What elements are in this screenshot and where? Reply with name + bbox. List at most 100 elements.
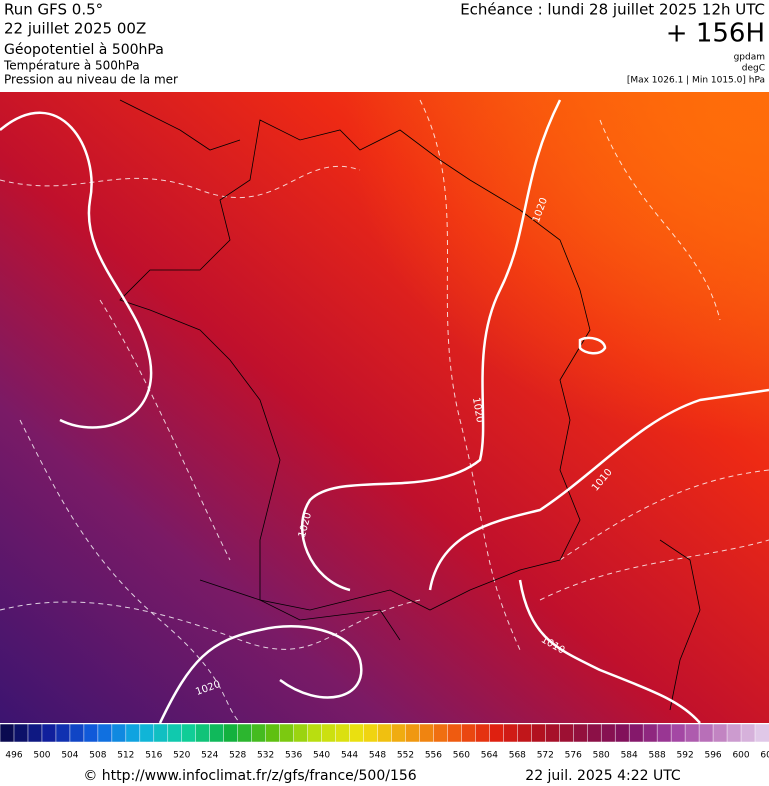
isotherms [0,99,769,723]
map [0,92,769,723]
colorbar-label: 572 [537,751,554,761]
colorbar-cell [55,723,71,743]
colorbar-cell [41,723,57,743]
coastline [119,99,241,151]
colorbar: 496 500 504 508 512 516 520 524 528 532 536 540 544 5… [0,723,769,761]
colorbar-cell [545,723,561,743]
colorbar-cell [27,723,43,743]
colorbar-label: 604 [760,751,769,761]
unit-temp: degC [742,64,765,74]
colorbar-label: 580 [593,751,610,761]
colorbar-cell [223,723,239,743]
colorbar-cell [69,723,85,743]
coastline [119,119,591,611]
isobar [518,579,701,723]
colorbar-cell [363,723,379,743]
generated-time: 22 juil. 2025 4:22 UTC [525,768,681,784]
colorbar-cell [153,723,169,743]
colorbar-cell [321,723,337,743]
colorbar-label: 592 [677,751,694,761]
colorbar-label: 556 [425,751,442,761]
colorbar-label: 596 [704,751,721,761]
colorbar-cell [656,723,672,743]
colorbar-cell [111,723,127,743]
colorbar-cell [503,723,519,743]
colorbar-cell [517,723,533,743]
colorbar-cell [125,723,141,743]
colorbar-cell [754,723,769,743]
colorbar-label: 560 [453,751,470,761]
colorbar-label: 568 [509,751,526,761]
colorbar-cell [195,723,211,743]
colorbar-label: 548 [369,751,386,761]
temperature-field-overlay [0,92,769,723]
colorbar-label: 540 [313,751,330,761]
border [199,579,401,641]
isobar [428,388,769,591]
pressure-range: [Max 1026.1 | Min 1015.0] hPa [627,76,765,86]
colorbar-label: 528 [229,751,246,761]
colorbar-cell [335,723,351,743]
colorbar-cell [670,723,686,743]
colorbar-cell [279,723,295,743]
isotherm [99,299,231,561]
colorbar-cell [293,723,309,743]
colorbar-cell [642,723,658,743]
colorbar-label: 524 [201,751,218,761]
colorbar-cell [83,723,99,743]
colorbar-cell [447,723,463,743]
isotherm [19,419,241,723]
colorbar-cell [698,723,714,743]
colorbar-cell [97,723,113,743]
colorbar-label: 552 [397,751,414,761]
colorbar-cell [419,723,435,743]
colorbar-cell [586,723,602,743]
isobar [0,111,153,429]
isotherm [599,119,721,321]
colorbar-cell [237,723,253,743]
colorbar-label: 588 [649,751,666,761]
colorbar-cell [600,723,616,743]
colorbar-cell [13,723,29,743]
colorbar-label: 532 [257,751,274,761]
pressure-label: Pression au niveau de la mer [4,73,178,87]
colorbar-cell [391,723,407,743]
isotherm [0,165,361,199]
colorbar-cell [433,723,449,743]
run-date: 22 juillet 2025 00Z [4,20,146,38]
valid-time: Echéance : lundi 28 juillet 2025 12h UTC [460,1,765,19]
colorbar-label: 520 [173,751,190,761]
isobars [0,99,769,723]
colorbar-cell [307,723,323,743]
colorbar-label: 584 [621,751,638,761]
colorbar-cell [349,723,365,743]
field: Géopotentiel à 500hPa [4,42,164,58]
colorbar-cell [712,723,728,743]
colorbar-cell [726,723,742,743]
isotherm [0,599,421,650]
colorbar-cell [614,723,630,743]
colorbar-cell [489,723,505,743]
temperature-label: Température à 500hPa [3,59,140,73]
coastline [659,539,701,711]
colorbar-cell [531,723,547,743]
coastlines [119,99,701,711]
isotherm [559,469,769,561]
colorbar-label: 500 [33,751,50,761]
colorbar-label: 504 [61,751,78,761]
source: © http://www.infoclimat.fr/z/gfs/france/… [83,768,416,784]
colorbar-cell [405,723,421,743]
colorbar-label: 508 [89,751,106,761]
colorbar-label: 576 [565,751,582,761]
colorbar-label: 544 [341,751,358,761]
colorbar-cell [139,723,155,743]
colorbar-cell [559,723,575,743]
colorbar-cell [740,723,756,743]
colorbar-cell [167,723,183,743]
colorbar-cell [475,723,491,743]
colorbar-cell [684,723,700,743]
contour-label: 1020 [470,397,485,424]
colorbar-cell [265,723,281,743]
isotherm [539,539,769,601]
